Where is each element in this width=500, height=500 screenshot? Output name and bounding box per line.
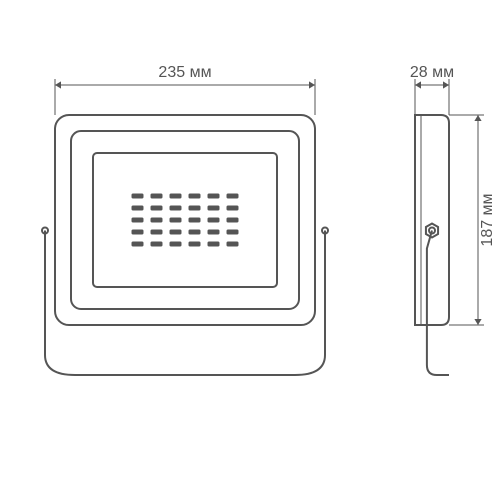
led-chip [227,242,239,247]
led-chip [208,230,220,235]
led-chip [189,242,201,247]
led-chip [170,218,182,223]
led-chip [151,218,163,223]
led-chip [208,242,220,247]
led-chip [151,230,163,235]
side-body [415,115,449,325]
led-chip [132,194,144,199]
led-chip [132,218,144,223]
technical-drawing: 235 мм 28 мм 187 мм [0,0,500,500]
led-array [132,194,239,247]
led-chip [151,242,163,247]
front-view [42,115,328,375]
led-chip [189,194,201,199]
svg-text:187 мм: 187 мм [479,193,496,246]
front-window [93,153,277,287]
svg-text:235 мм: 235 мм [158,64,211,81]
led-chip [189,206,201,211]
led-chip [170,242,182,247]
led-chip [227,194,239,199]
led-chip [227,230,239,235]
led-chip [170,194,182,199]
led-chip [170,230,182,235]
side-view [415,115,449,375]
mounting-bracket [45,231,325,376]
svg-text:28 мм: 28 мм [410,64,454,81]
led-chip [189,230,201,235]
led-chip [132,206,144,211]
led-chip [170,206,182,211]
led-chip [151,206,163,211]
front-inner-frame [71,131,299,309]
led-chip [227,218,239,223]
led-chip [132,230,144,235]
led-chip [151,194,163,199]
led-chip [227,206,239,211]
side-bracket [427,231,449,376]
led-chip [189,218,201,223]
led-chip [208,194,220,199]
led-chip [208,218,220,223]
led-chip [132,242,144,247]
led-chip [208,206,220,211]
